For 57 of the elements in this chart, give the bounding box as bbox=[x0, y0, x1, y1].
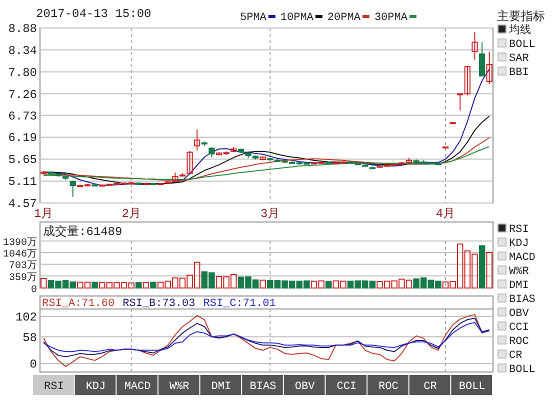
category-label: DMI bbox=[509, 280, 529, 292]
y-tick-label: 4.57 bbox=[8, 197, 37, 211]
y-tick-label: 5.65 bbox=[8, 153, 37, 168]
y-tick-label: 7.80 bbox=[8, 66, 37, 80]
chart-title: 2017-04-13 15:00 bbox=[36, 7, 152, 21]
category-label: BOLL bbox=[509, 39, 536, 51]
category-label: RSI bbox=[44, 381, 64, 393]
category-label: CR bbox=[509, 350, 523, 362]
legend-label: 30PMA bbox=[374, 12, 408, 24]
y-tick-label: 8.34 bbox=[8, 44, 37, 58]
category-label: BIAS bbox=[509, 294, 536, 306]
category-label: KDJ bbox=[86, 381, 106, 393]
chart-title: 成交量:61489 bbox=[43, 224, 122, 239]
category-label: MACD bbox=[509, 252, 536, 264]
category-label: CCI bbox=[336, 381, 357, 393]
category-label: OBV bbox=[294, 381, 316, 393]
y-tick-label: 0 bbox=[30, 358, 37, 372]
category-label: W%R bbox=[509, 266, 530, 278]
category-label: BBI bbox=[509, 67, 529, 79]
category-label: ROC bbox=[378, 381, 399, 393]
category-label: OBV bbox=[509, 308, 530, 320]
y-tick-label: 0 bbox=[30, 285, 37, 296]
category-label: RSI bbox=[509, 224, 529, 236]
y-tick-label: 7.26 bbox=[8, 88, 37, 102]
category-label: BOLL bbox=[458, 381, 486, 393]
y-tick-label: 703万 bbox=[8, 260, 37, 272]
x-tick-label: 3月 bbox=[260, 207, 280, 221]
category-label: ROC bbox=[509, 336, 530, 348]
category-label: BOLL bbox=[509, 364, 536, 376]
y-tick-label: 1046万 bbox=[2, 248, 37, 261]
x-tick-label: 1月 bbox=[34, 207, 54, 221]
y-tick-label: 6.19 bbox=[8, 131, 37, 146]
y-tick-label: 5.11 bbox=[8, 175, 37, 190]
x-tick-label: 2月 bbox=[122, 207, 141, 221]
category-label: CR bbox=[424, 381, 438, 393]
y-tick-label: 6.73 bbox=[8, 109, 37, 124]
text: RSI_C:71.01 bbox=[203, 298, 276, 310]
category-label: BIAS bbox=[250, 381, 277, 393]
legend-label: 20PMA bbox=[327, 12, 361, 24]
category-label: DMI bbox=[211, 381, 232, 393]
category-label: W%R bbox=[169, 381, 190, 393]
text: 主要指标 bbox=[497, 9, 545, 24]
legend-label: 5PMA bbox=[240, 12, 267, 24]
series-label: RSI_B:73.03 bbox=[122, 298, 196, 310]
legend-label: 10PMA bbox=[280, 12, 314, 24]
text: RSI_A:71.60 bbox=[42, 298, 115, 310]
category-label: CCI bbox=[509, 322, 529, 334]
y-tick-label: 1390万 bbox=[2, 237, 37, 249]
category-label: KDJ bbox=[509, 238, 529, 250]
y-tick-label: 102 bbox=[15, 310, 37, 324]
x-tick-label: 4月 bbox=[436, 207, 456, 221]
category-label: 均线 bbox=[508, 23, 531, 37]
category-label: SAR bbox=[509, 53, 530, 65]
y-tick-label: 359万 bbox=[8, 272, 37, 284]
y-tick-label: 58 bbox=[22, 330, 37, 345]
category-label: MACD bbox=[124, 381, 152, 393]
y-tick-label: 8.88 bbox=[8, 22, 37, 36]
